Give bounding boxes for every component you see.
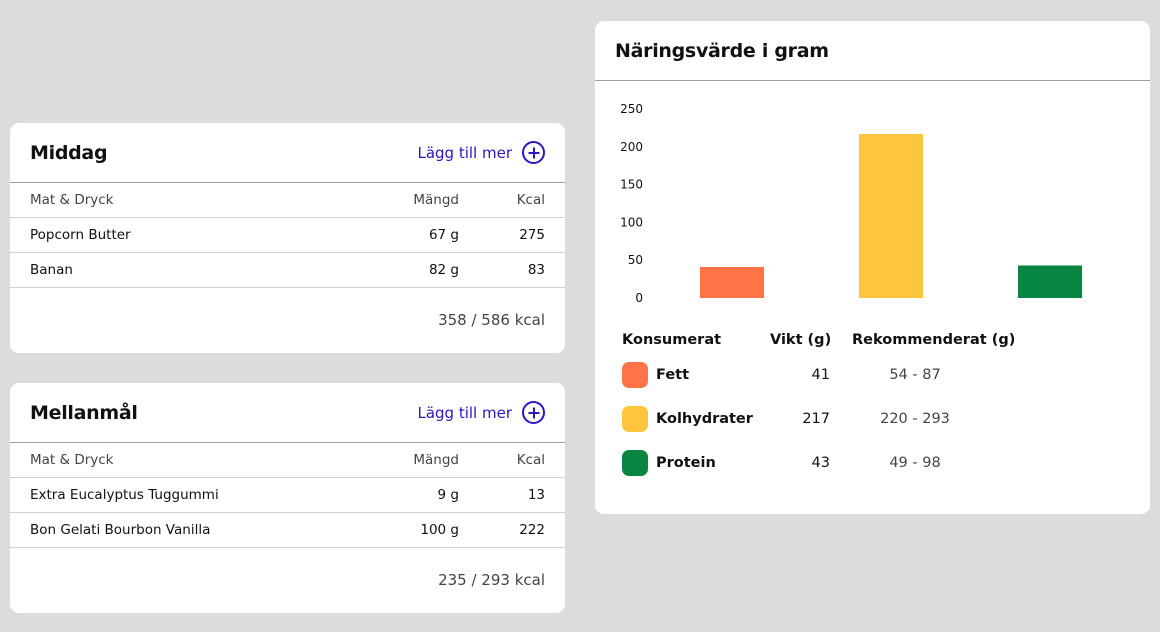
food-amount: 67 g bbox=[428, 227, 459, 243]
bar-protein bbox=[1018, 265, 1082, 298]
nutrient-label: Protein bbox=[656, 455, 716, 471]
plus-circle-icon[interactable] bbox=[522, 141, 545, 164]
meal-total: 358 / 586 kcal bbox=[438, 311, 545, 329]
table-row[interactable]: Popcorn Butter 67 g 275 bbox=[10, 218, 565, 253]
y-tick-label: 0 bbox=[635, 291, 643, 305]
color-swatch bbox=[622, 406, 648, 432]
food-kcal: 275 bbox=[519, 227, 545, 243]
add-more-label: Lägg till mer bbox=[417, 143, 512, 162]
add-more-button[interactable]: Lägg till mer bbox=[417, 141, 545, 164]
food-name: Bon Gelati Bourbon Vanilla bbox=[30, 522, 211, 538]
food-kcal: 222 bbox=[519, 522, 545, 538]
header-amount: Mängd bbox=[413, 192, 459, 208]
header-recommended: Rekommenderat (g) bbox=[852, 332, 1016, 348]
food-kcal: 13 bbox=[527, 487, 545, 503]
nutrient-recommended: 49 - 98 bbox=[889, 455, 941, 471]
table-row[interactable]: Bon Gelati Bourbon Vanilla 100 g 222 bbox=[10, 513, 565, 548]
nutrient-cell: Kolhydrater bbox=[622, 406, 770, 432]
y-tick-label: 100 bbox=[620, 215, 643, 229]
nutrition-title: Näringsvärde i gram bbox=[615, 39, 829, 62]
nutrient-recommended: 54 - 87 bbox=[889, 367, 941, 383]
nutrient-weight: 41 bbox=[811, 367, 830, 383]
header-kcal: Kcal bbox=[516, 452, 545, 468]
meal-total: 235 / 293 kcal bbox=[438, 571, 545, 589]
food-kcal: 83 bbox=[527, 262, 545, 278]
nutrition-table-header: Konsumerat Vikt (g) Rekommenderat (g) bbox=[622, 327, 1122, 353]
plus-circle-icon[interactable] bbox=[522, 401, 545, 424]
table-row[interactable]: Banan 82 g 83 bbox=[10, 253, 565, 288]
nutrient-label: Fett bbox=[656, 367, 690, 383]
add-more-label: Lägg till mer bbox=[417, 403, 512, 422]
add-more-button[interactable]: Lägg till mer bbox=[417, 401, 545, 424]
meal-header: Middag Lägg till mer bbox=[10, 123, 565, 183]
nutrient-recommended: 220 - 293 bbox=[880, 411, 950, 427]
nutrient-weight: 217 bbox=[802, 411, 830, 427]
header-amount: Mängd bbox=[413, 452, 459, 468]
nutrition-row-carbs: Kolhydrater 217 220 - 293 bbox=[622, 397, 1122, 441]
header-food: Mat & Dryck bbox=[30, 192, 114, 208]
food-amount: 9 g bbox=[437, 487, 459, 503]
food-amount: 100 g bbox=[420, 522, 459, 538]
y-tick-label: 50 bbox=[628, 253, 643, 267]
nutrient-label: Kolhydrater bbox=[656, 411, 753, 427]
nutrition-table: Konsumerat Vikt (g) Rekommenderat (g) Fe… bbox=[622, 327, 1122, 485]
table-row[interactable]: Extra Eucalyptus Tuggummi 9 g 13 bbox=[10, 478, 565, 513]
color-swatch bbox=[622, 450, 648, 476]
nutrition-row-fat: Fett 41 54 - 87 bbox=[622, 353, 1122, 397]
color-swatch bbox=[622, 362, 648, 388]
y-tick-label: 150 bbox=[620, 178, 643, 192]
nutrition-header: Näringsvärde i gram bbox=[595, 21, 1150, 81]
meal-title: Middag bbox=[30, 141, 108, 164]
nutrient-cell: Protein bbox=[622, 450, 770, 476]
header-consumed: Konsumerat bbox=[622, 332, 722, 348]
y-tick-label: 200 bbox=[620, 140, 643, 154]
nutrient-cell: Fett bbox=[622, 362, 770, 388]
food-amount: 82 g bbox=[428, 262, 459, 278]
nutrient-weight: 43 bbox=[811, 455, 830, 471]
food-name: Popcorn Butter bbox=[30, 227, 131, 243]
nutrition-chart: 0 50 100 150 200 250 bbox=[595, 82, 1150, 312]
header-food: Mat & Dryck bbox=[30, 452, 114, 468]
nutrition-row-protein: Protein 43 49 - 98 bbox=[622, 441, 1122, 485]
nutrition-card: Näringsvärde i gram 0 50 100 150 200 250 Kons… bbox=[595, 21, 1150, 514]
meal-header: Mellanmål Lägg till mer bbox=[10, 383, 565, 443]
bar-fett bbox=[700, 267, 764, 298]
food-name: Banan bbox=[30, 262, 73, 278]
bar-chart: 0 50 100 150 200 250 bbox=[620, 102, 1082, 305]
meal-title: Mellanmål bbox=[30, 401, 138, 424]
table-header-row: Mat & Dryck Mängd Kcal bbox=[10, 183, 565, 218]
meal-card-snack: Mellanmål Lägg till mer Mat & Dryck Mäng… bbox=[10, 383, 565, 613]
meal-card-dinner: Middag Lägg till mer Mat & Dryck Mängd K… bbox=[10, 123, 565, 353]
bar-kolhydrater bbox=[859, 133, 923, 298]
table-header-row: Mat & Dryck Mängd Kcal bbox=[10, 443, 565, 478]
header-kcal: Kcal bbox=[516, 192, 545, 208]
header-weight: Vikt (g) bbox=[770, 332, 832, 348]
y-tick-label: 250 bbox=[620, 102, 643, 116]
food-name: Extra Eucalyptus Tuggummi bbox=[30, 487, 219, 503]
